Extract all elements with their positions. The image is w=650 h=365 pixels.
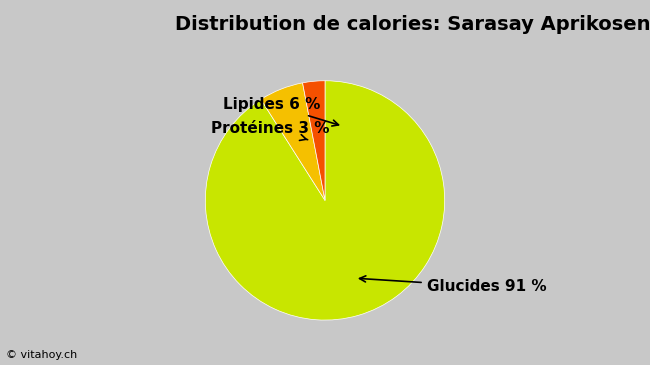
Wedge shape	[261, 83, 325, 200]
Text: © vitahoy.ch: © vitahoy.ch	[6, 350, 78, 360]
Text: Protéines 3 %: Protéines 3 %	[211, 121, 330, 141]
Wedge shape	[303, 81, 325, 200]
Text: Distribution de calories: Sarasay Aprikosen (Migros): Distribution de calories: Sarasay Apriko…	[176, 15, 650, 34]
Text: Glucides 91 %: Glucides 91 %	[359, 276, 547, 294]
Text: Lipides 6 %: Lipides 6 %	[224, 97, 339, 126]
Wedge shape	[205, 81, 445, 320]
